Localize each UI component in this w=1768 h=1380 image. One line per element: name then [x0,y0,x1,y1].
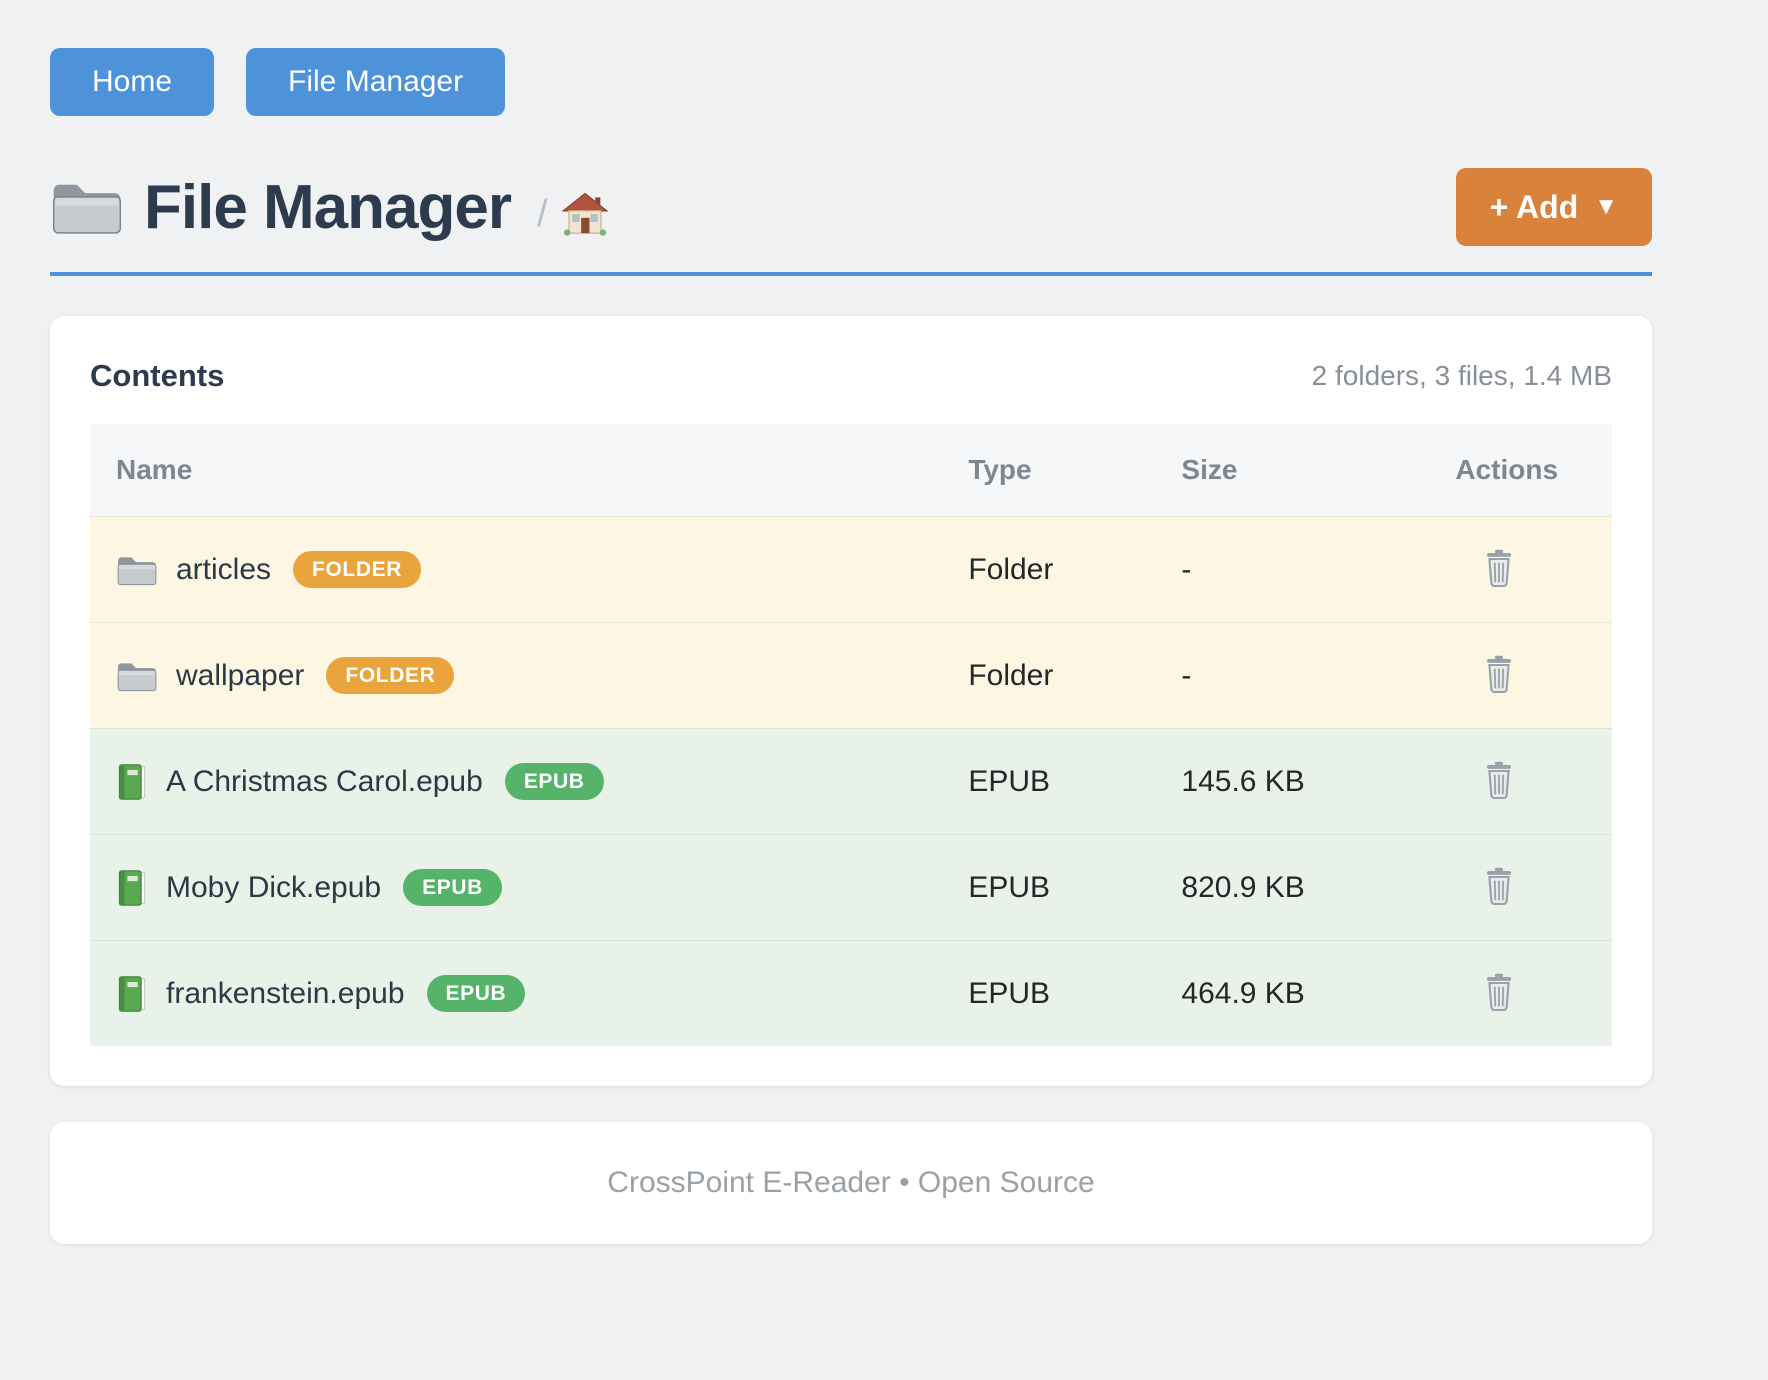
size-cell: - [1181,552,1192,586]
delete-button[interactable] [1477,862,1521,910]
book-icon [116,869,148,907]
size-cell: - [1181,658,1192,692]
footer-text: CrossPoint E-Reader • Open Source [607,1166,1095,1199]
name-cell[interactable]: frankenstein.epub EPUB [90,975,942,1013]
card-header: Contents 2 folders, 3 files, 1.4 MB [90,358,1612,394]
book-icon [116,975,148,1013]
footer-card: CrossPoint E-Reader • Open Source [50,1122,1652,1244]
column-header-actions: Actions [1455,454,1559,485]
file-table: Name Type Size Actions [90,424,1612,1046]
type-badge: FOLDER [293,551,421,588]
type-cell: Folder [968,658,1054,692]
type-cell: EPUB [968,764,1051,798]
breadcrumb: / [537,192,608,236]
actions-cell [1429,544,1612,596]
file-name: wallpaper [176,658,305,692]
type-badge: EPUB [426,975,526,1012]
house-icon[interactable] [561,192,608,236]
table-row[interactable]: A Christmas Carol.epub EPUB EPUB 145.6 K… [90,728,1612,834]
trash-icon [1481,866,1517,906]
actions-cell [1429,650,1612,702]
table-body: articles FOLDER Folder - [90,516,1612,1046]
file-name: A Christmas Carol.epub [166,764,483,798]
chevron-down-icon: ▼ [1594,193,1618,220]
name-cell[interactable]: articles FOLDER [90,551,942,588]
delete-button[interactable] [1477,968,1521,1016]
breadcrumb-separator: / [537,192,548,235]
actions-cell [1429,862,1612,914]
column-header-size: Size [1181,454,1238,485]
add-button-label: + Add [1489,189,1579,225]
type-badge: EPUB [403,869,502,906]
contents-summary: 2 folders, 3 files, 1.4 MB [1311,360,1612,391]
type-cell: Folder [968,552,1054,586]
column-header-type: Type [968,454,1032,485]
file-name: articles [176,552,272,586]
type-cell: EPUB [968,870,1051,904]
folder-icon [116,553,158,587]
delete-button[interactable] [1477,756,1521,804]
folder-icon [50,177,124,237]
table-row[interactable]: articles FOLDER Folder - [90,516,1612,622]
divider [50,272,1652,276]
table-row[interactable]: Moby Dick.epub EPUB EPUB 820.9 KB [90,834,1612,940]
table-row[interactable]: frankenstein.epub EPUB EPUB 464.9 KB [90,940,1612,1046]
card-title: Contents [90,358,225,393]
file-name: Moby Dick.epub [166,870,382,904]
title-row: File Manager / + Add ▼ [50,168,1652,246]
trash-icon [1481,654,1517,694]
size-cell: 145.6 KB [1181,764,1305,798]
name-cell[interactable]: A Christmas Carol.epub EPUB [90,763,942,801]
trash-icon [1481,972,1517,1012]
name-cell[interactable]: Moby Dick.epub EPUB [90,869,942,907]
type-badge: EPUB [504,763,604,800]
add-button[interactable]: + Add ▼ [1455,168,1652,246]
table-header: Name Type Size Actions [90,424,1612,516]
type-badge: FOLDER [326,657,455,694]
page: Home File Manager File Manager / [50,0,1652,1244]
name-cell[interactable]: wallpaper FOLDER [90,657,942,694]
page-title-text: File Manager [144,172,512,242]
trash-icon [1481,548,1517,588]
trash-icon [1481,760,1517,800]
actions-cell [1429,968,1612,1020]
page-title: File Manager [50,172,512,243]
book-icon [116,763,148,801]
actions-cell [1429,756,1612,808]
delete-button[interactable] [1477,650,1521,698]
file-name: frankenstein.epub [166,976,405,1010]
top-nav: Home File Manager [50,0,1652,116]
folder-icon [116,659,158,693]
type-cell: EPUB [968,976,1051,1010]
size-cell: 820.9 KB [1181,870,1305,904]
column-header-name: Name [116,454,193,485]
size-cell: 464.9 KB [1181,976,1305,1010]
table-row[interactable]: wallpaper FOLDER Folder - [90,622,1612,728]
file-manager-button[interactable]: File Manager [246,48,506,116]
home-button[interactable]: Home [50,48,215,116]
contents-card: Contents 2 folders, 3 files, 1.4 MB Name… [50,316,1652,1086]
delete-button[interactable] [1477,544,1521,592]
